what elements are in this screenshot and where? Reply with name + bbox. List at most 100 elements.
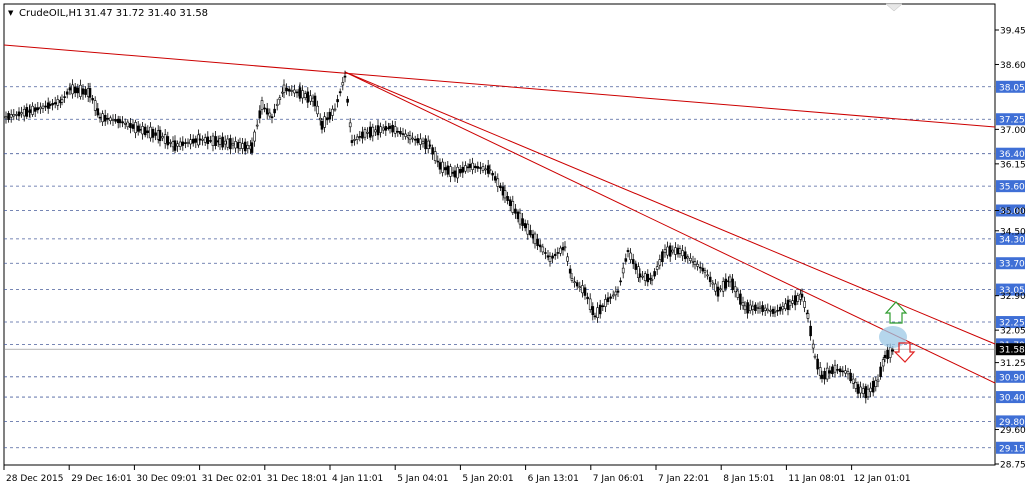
bar-body (36, 107, 40, 111)
bar-body (4, 116, 8, 119)
bar-body (689, 257, 692, 261)
bar-body (553, 253, 557, 257)
bar-body (503, 190, 507, 199)
bar-body (295, 91, 299, 94)
bar-body (298, 87, 302, 99)
bar-body (129, 123, 132, 128)
current-price-badge (996, 343, 1025, 356)
bar-body (146, 130, 150, 133)
bar-body (578, 286, 582, 289)
price-tick-label: 32.05 (1000, 327, 1026, 337)
bar-body (514, 208, 517, 214)
bar-body (836, 369, 839, 371)
bar-body (518, 212, 522, 225)
bar-body (96, 108, 100, 116)
bar-body (844, 370, 847, 374)
bar-body (243, 141, 247, 152)
bar-body (449, 166, 452, 177)
bar-body (638, 273, 642, 278)
bar-body (473, 165, 477, 169)
bar-body (181, 141, 185, 146)
bar-body (39, 106, 42, 110)
bar-body (348, 122, 352, 128)
bar-body (674, 247, 677, 255)
bar-body (601, 305, 605, 308)
bar-body (103, 115, 107, 122)
bar-body (214, 136, 217, 147)
bar-body (649, 277, 652, 280)
bar-body (404, 133, 407, 137)
bar-body (416, 138, 420, 144)
bar-body (41, 105, 45, 109)
bar-body (575, 282, 579, 287)
time-tick-label: 4 Jan 11:01 (332, 474, 383, 484)
bar-body (521, 218, 524, 226)
bar-body (260, 100, 264, 110)
bar-body (833, 364, 837, 373)
bar-body (663, 249, 667, 253)
bar-body (17, 111, 21, 117)
bar-body (523, 223, 527, 229)
bar-body (73, 86, 77, 94)
bar-body (433, 151, 437, 161)
scroll-marker-icon[interactable] (885, 3, 903, 12)
price-tick-label: 35.00 (1000, 207, 1026, 217)
trendline-channel-top[interactable] (344, 71, 996, 345)
bar-body (706, 274, 709, 277)
bar-body (629, 252, 632, 260)
bar-body (381, 127, 385, 131)
bar-body (20, 112, 23, 115)
bar-body (194, 138, 198, 143)
level-badge (996, 80, 1025, 93)
bar-body (123, 122, 127, 125)
bar-body (476, 166, 480, 169)
bar-body (263, 107, 266, 110)
current-price-label: 31.58 (999, 346, 1025, 356)
level-badge (996, 391, 1025, 404)
bar-body (856, 384, 860, 394)
bar-body (711, 282, 715, 285)
bar-body (169, 142, 172, 144)
bar-body (701, 267, 705, 272)
bar-body (101, 113, 104, 123)
level-badge-label: 29.80 (999, 418, 1025, 428)
bar-body (849, 372, 852, 382)
bar-body (724, 278, 728, 289)
bar-body (428, 144, 432, 147)
bar-body (634, 263, 638, 270)
bar-body (255, 124, 259, 127)
bar-body (91, 98, 94, 101)
bar-body (778, 306, 782, 312)
bar-body (769, 310, 772, 312)
bar-body (874, 380, 878, 387)
bar-body (859, 386, 862, 394)
bar-body (788, 301, 792, 307)
bar-body (186, 141, 190, 144)
bar-body (703, 270, 707, 273)
bar-body (154, 132, 157, 136)
bar-body (561, 246, 565, 251)
bar-body (499, 185, 502, 189)
bar-body (588, 298, 592, 310)
bar-body (686, 256, 690, 259)
bar-body (536, 238, 539, 247)
price-tick-label: 34.50 (1000, 227, 1026, 237)
bar-body (138, 129, 142, 131)
bar-body (544, 252, 547, 254)
menu-dropdown-icon[interactable]: ▼ (8, 9, 14, 17)
time-tick-label: 11 Jan 08:01 (788, 474, 845, 484)
bar-body (48, 104, 52, 107)
bar-body (355, 136, 359, 140)
trendline-upper[interactable] (3, 44, 996, 128)
bar-body (563, 246, 567, 249)
bar-body (206, 136, 210, 145)
bar-body (303, 93, 307, 98)
bar-body (831, 366, 834, 375)
bar-body (573, 281, 576, 284)
bar-body (141, 126, 144, 135)
bar-body (453, 170, 457, 178)
bar-body (773, 311, 777, 313)
bar-body (149, 126, 152, 139)
bar-body (538, 244, 542, 248)
